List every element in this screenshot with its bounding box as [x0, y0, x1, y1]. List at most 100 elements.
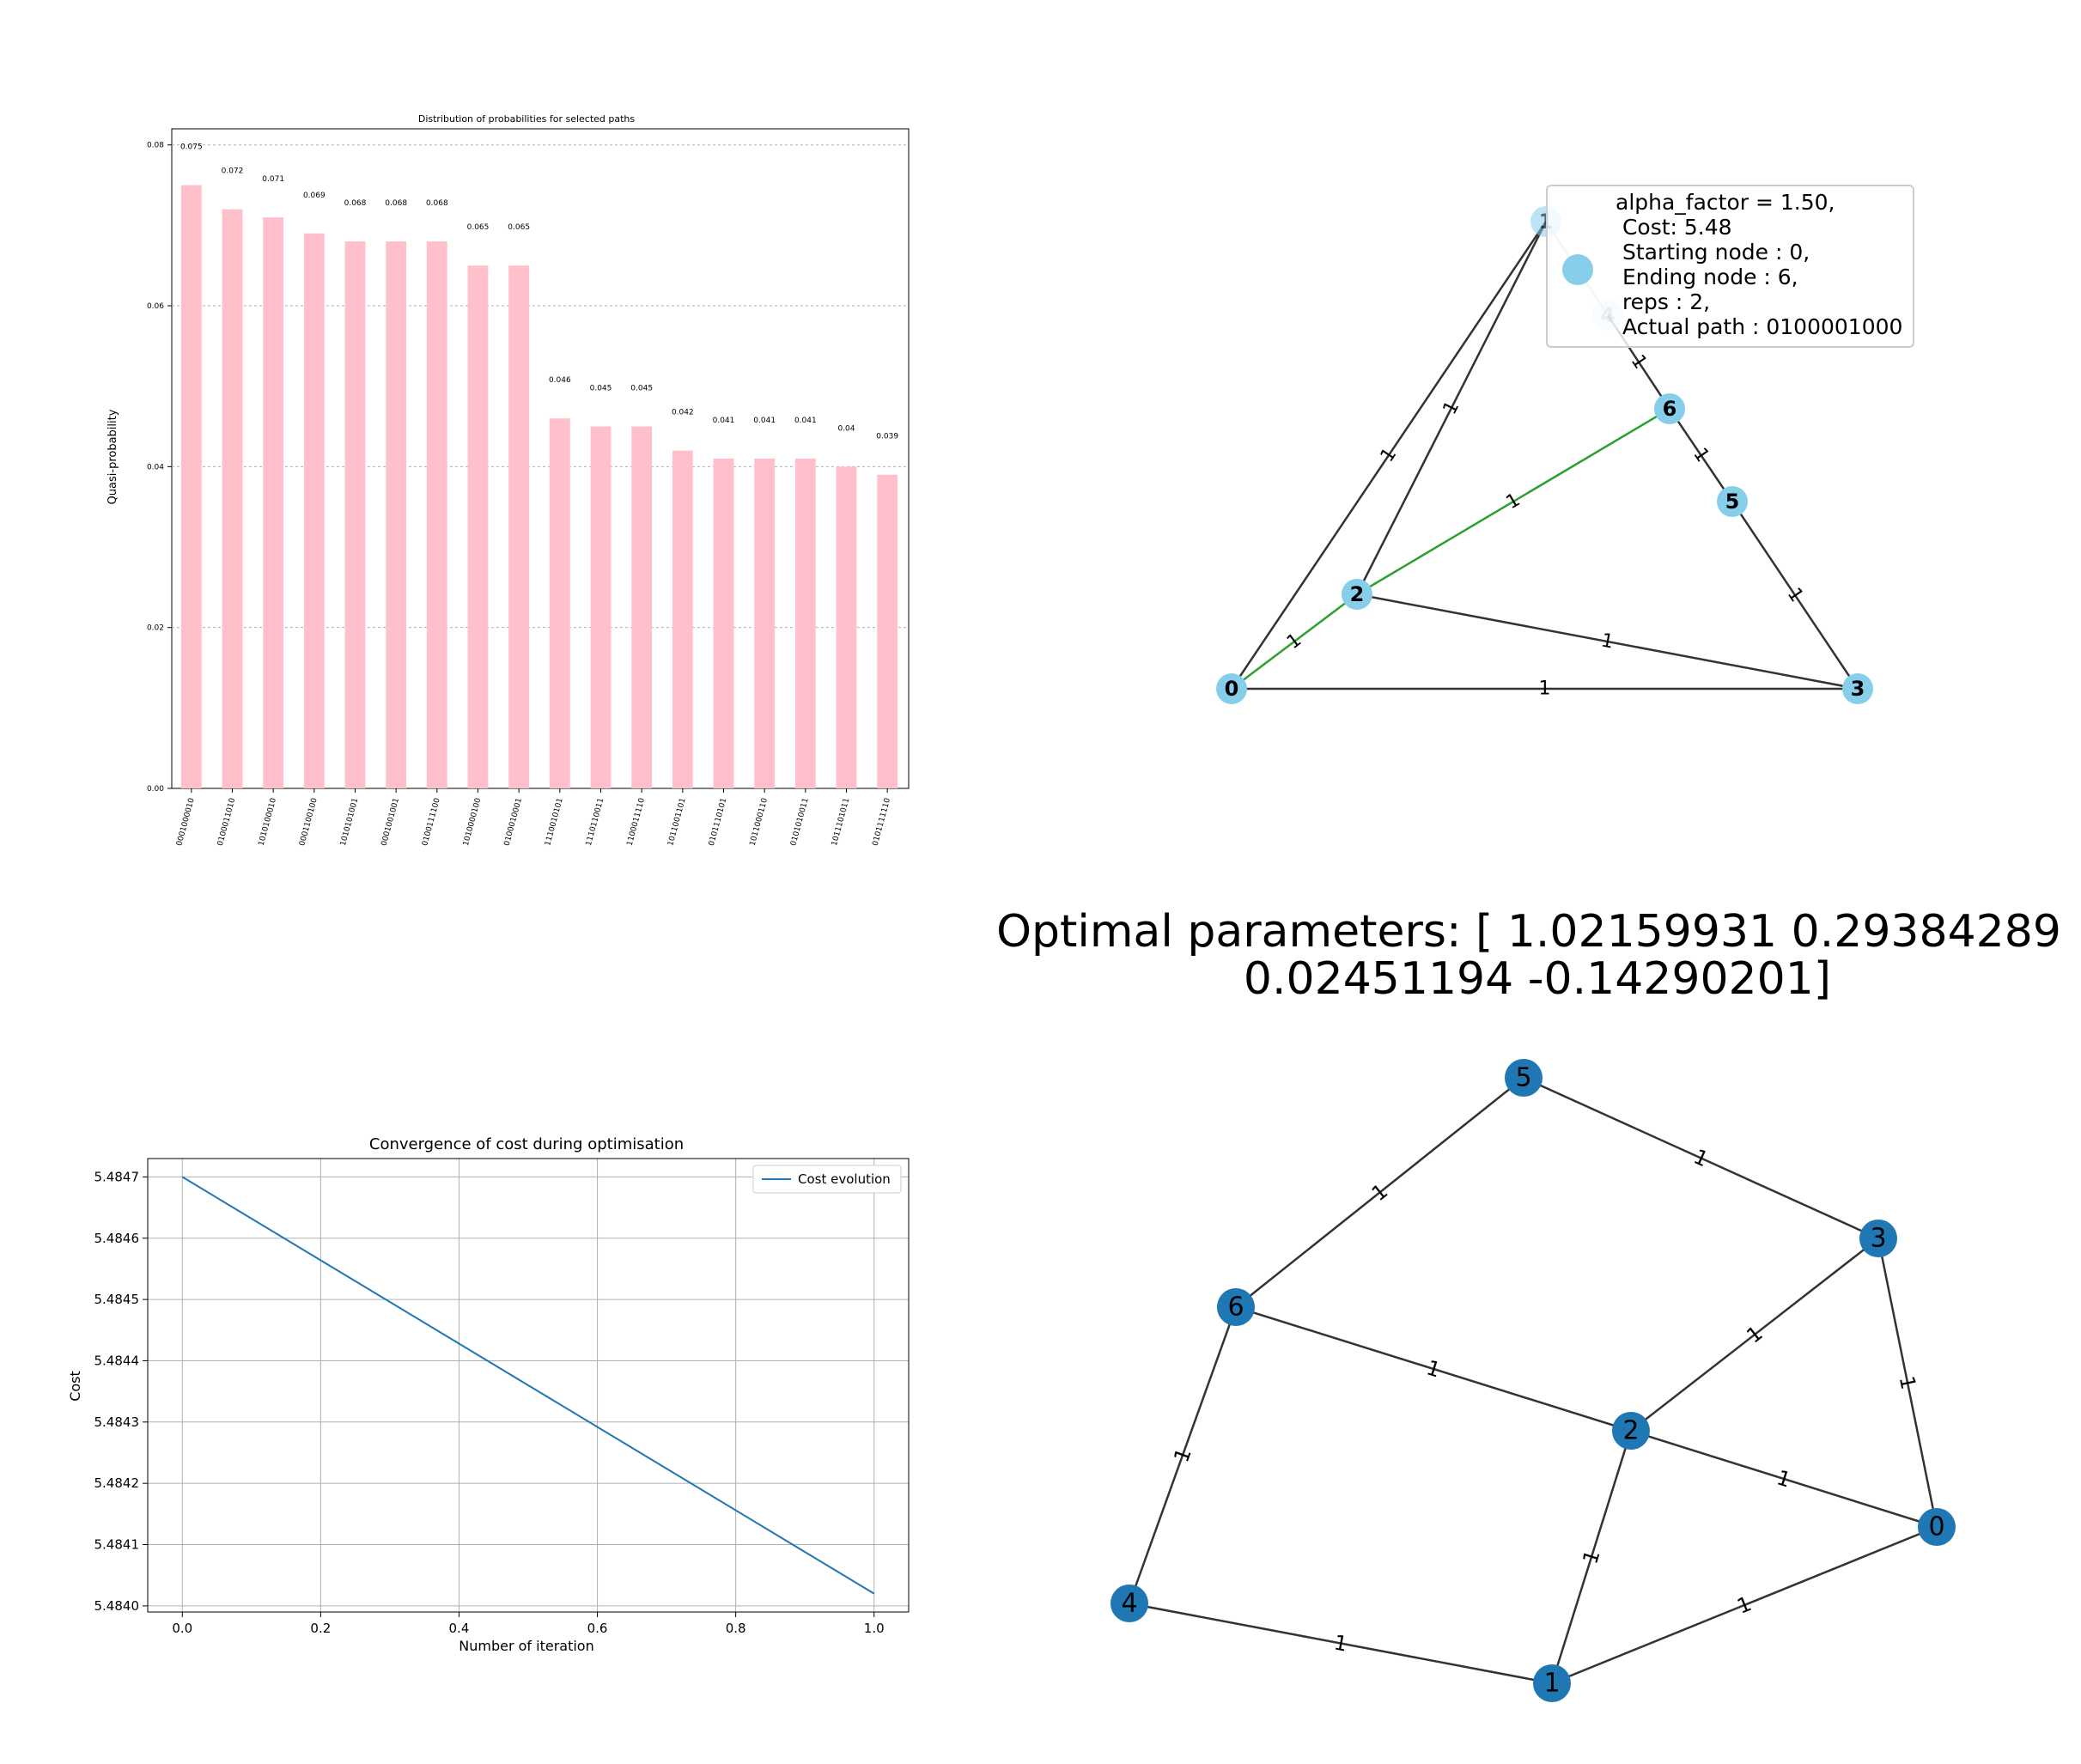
bar-value-label: 0.065 — [508, 223, 530, 232]
graph-edge — [1356, 593, 1859, 690]
line-chart-ytick-label: 5.4847 — [94, 1169, 140, 1184]
bar-chart-ytick-label: 0.00 — [147, 785, 164, 794]
graph-edge-label: 1 — [1742, 1321, 1767, 1347]
graph-edge — [1235, 1305, 1632, 1432]
bar-category-label: 0101110101 — [708, 797, 728, 847]
bar-category-label: 1011001101 — [666, 797, 687, 847]
graph-node-label: 2 — [1622, 1416, 1639, 1446]
graph-legend-line: Actual path : 0100001000 — [1616, 314, 1902, 339]
bar — [713, 459, 734, 788]
graph-node — [1216, 673, 1247, 704]
graph-edge-label: 1 — [1774, 1465, 1794, 1492]
graph-edge-label: 1 — [1332, 1630, 1349, 1656]
bar-category-label: 1010101001 — [339, 797, 360, 847]
bar-chart-ytick-label: 0.06 — [147, 302, 164, 311]
graph-edge-label: 1 — [1539, 678, 1551, 700]
bar-category-label: 0100010001 — [503, 797, 524, 847]
line-chart: Convergence of cost during optimisation … — [67, 1135, 910, 1654]
graph-node — [1612, 1412, 1650, 1450]
bar-value-label: 0.045 — [630, 385, 653, 393]
graph-edge-label: 1 — [1367, 1179, 1392, 1206]
bar-chart-ylabel: Quasi-probability — [106, 409, 119, 504]
bar-category-label: 0001000010 — [175, 797, 197, 847]
bar — [549, 418, 570, 788]
legend-box — [752, 1165, 902, 1194]
graph-node — [1918, 1508, 1956, 1546]
graph-edge — [1129, 1602, 1553, 1685]
graph-edge — [1230, 221, 1548, 690]
bar-category-label: 1100011110 — [626, 797, 648, 847]
bar-category-label: 1011000110 — [749, 797, 770, 847]
graph-node — [1217, 1288, 1255, 1326]
bar — [590, 426, 612, 788]
graph-node — [1505, 1059, 1542, 1097]
bar-value-label: 0.039 — [876, 433, 898, 441]
graph-node — [1654, 393, 1685, 424]
graph-edge-label: 1 — [1439, 398, 1464, 418]
graph-edge-label: 1 — [1734, 1591, 1755, 1619]
bar — [263, 217, 284, 788]
graph-node — [1859, 1220, 1897, 1257]
line-chart-xtick-label: 0.4 — [449, 1621, 470, 1636]
optimal-parameters-line2: 0.02451194 -0.14290201] — [1244, 953, 1831, 1005]
graph-node-label: 3 — [1870, 1224, 1886, 1254]
series-line — [181, 1176, 875, 1595]
graph-node-label: 2 — [1350, 582, 1365, 606]
graph-node-label: 0 — [1928, 1512, 1944, 1542]
bar — [631, 426, 653, 788]
line-chart-frame — [147, 1158, 910, 1613]
graph-edge-label: 1 — [1503, 490, 1524, 514]
graph-legend-line: Cost: 5.48 — [1616, 215, 1732, 240]
bar — [180, 185, 202, 788]
bar-value-label: 0.069 — [303, 192, 326, 200]
graph-legend-box — [1546, 185, 1914, 348]
graph-edge — [1630, 1238, 1879, 1432]
bar — [344, 241, 366, 788]
bar-category-label: 1010100010 — [258, 797, 279, 847]
bar-chart-ytick-label: 0.02 — [147, 624, 164, 633]
bar-category-label: 0101010011 — [789, 797, 810, 847]
graph-legend-marker — [1562, 254, 1593, 285]
bar-chart-ytick-label: 0.04 — [147, 463, 164, 471]
bar-category-label: 1010000100 — [462, 797, 484, 847]
graph-edge-label: 1 — [1783, 584, 1808, 606]
line-chart-xtick-label: 0.0 — [172, 1621, 192, 1636]
line-chart-ytick-label: 5.4840 — [94, 1598, 140, 1614]
line-chart-xlabel: Number of iteration — [459, 1638, 593, 1654]
graph-edge-label: 1 — [1578, 1548, 1604, 1567]
bar-category-label: 0101111110 — [872, 797, 893, 847]
bar — [877, 474, 898, 788]
line-chart-xtick-label: 0.2 — [310, 1621, 331, 1636]
graph-node — [1717, 486, 1748, 517]
bar-category-label: 0100011010 — [216, 797, 238, 847]
graph-node-label: 1 — [1543, 1669, 1560, 1699]
graph-top: 1111111110123456alpha_factor = 1.50, Cos… — [1216, 185, 1914, 704]
graph-edge — [1523, 1076, 1879, 1240]
bar — [508, 265, 530, 789]
bar — [303, 233, 325, 788]
bar — [467, 265, 489, 789]
bar-category-label: 0100111100 — [421, 797, 442, 847]
bar-value-label: 0.068 — [426, 199, 448, 208]
graph-legend-line: alpha_factor = 1.50, — [1616, 190, 1835, 215]
graph-edge — [1551, 1525, 1938, 1685]
graph-edge-label: 1 — [1895, 1374, 1920, 1392]
bar-value-label: 0.075 — [180, 143, 203, 152]
bar-value-label: 0.042 — [672, 409, 694, 417]
graph-edge — [1355, 221, 1548, 595]
bar-value-label: 0.046 — [549, 376, 571, 385]
bar-value-label: 0.041 — [713, 417, 735, 425]
bar-category-label: 1011101011 — [831, 797, 851, 847]
bar — [222, 209, 243, 788]
bar-chart: Distribution of probabilities for select… — [106, 113, 910, 847]
line-chart-xtick-label: 0.8 — [726, 1621, 746, 1636]
graph-node-label: 0 — [1225, 677, 1239, 701]
bar-value-label: 0.041 — [794, 417, 817, 425]
bar — [836, 466, 857, 788]
graph-node-label: 4 — [1121, 1589, 1137, 1619]
graph-edge — [1128, 1306, 1238, 1604]
graph-edge-label: 1 — [1377, 444, 1402, 466]
line-chart-ytick-label: 5.4842 — [94, 1475, 140, 1491]
bar-value-label: 0.045 — [590, 385, 612, 393]
